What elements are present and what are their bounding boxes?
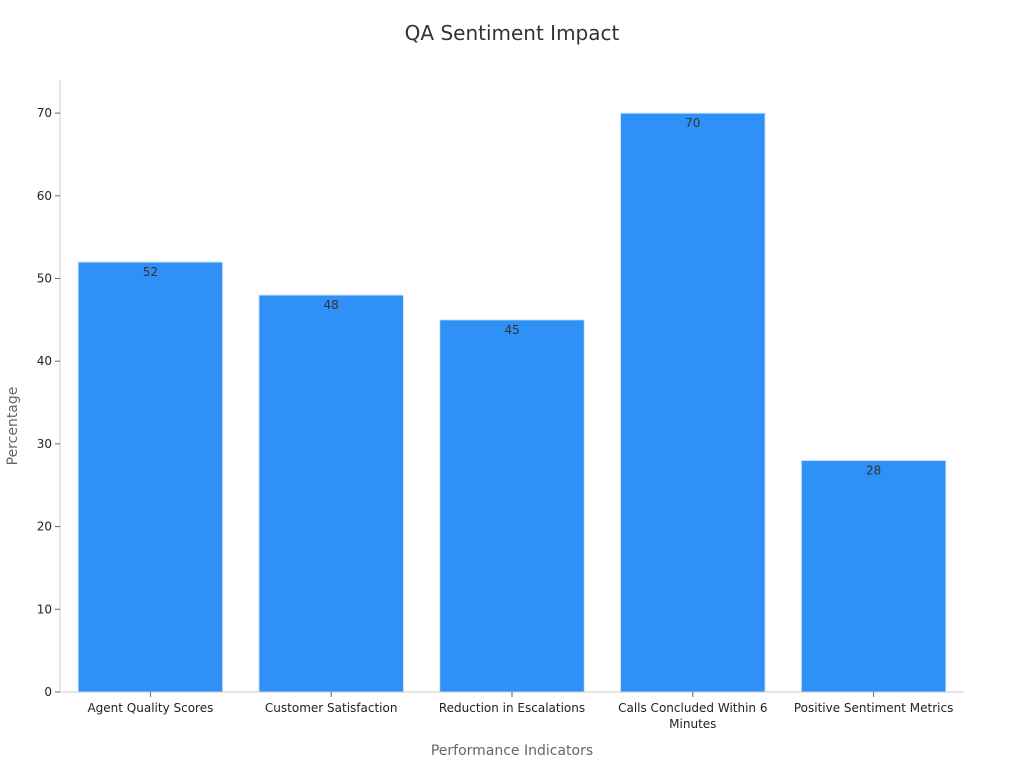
y-tick-label: 40 [37,354,52,368]
x-tick-label-line: Reduction in Escalations [439,701,585,715]
x-tick-label: Customer Satisfaction [265,701,398,715]
bar-value-label: 45 [504,323,519,337]
x-tick-label-line: Calls Concluded Within 6 [618,701,767,715]
y-tick-label: 30 [37,437,52,451]
y-tick-label: 0 [44,685,52,699]
y-ticks-group: 0 10 20 30 40 50 60 70 [37,106,60,699]
bar [258,294,405,693]
bar [800,459,947,693]
x-tick-label: Reduction in Escalations [439,701,585,715]
x-tick-label-line: Agent Quality Scores [87,701,213,715]
y-tick-label: 50 [37,271,52,285]
x-tick-label-line: Minutes [669,717,716,731]
bar-value-label: 52 [143,265,158,279]
bar-value-label: 48 [324,298,339,312]
x-tick-label-line: Customer Satisfaction [265,701,398,715]
data-labels-group: 52 48 45 70 28 [143,116,881,477]
y-tick-label: 70 [37,106,52,120]
bars-group [77,112,947,693]
chart-title: QA Sentiment Impact [405,21,620,45]
y-tick-label: 20 [37,520,52,534]
bar [77,261,224,693]
y-axis-label: Percentage [5,387,21,466]
bar-value-label: 70 [685,116,700,130]
y-tick-label: 10 [37,602,52,616]
y-tick-label: 60 [37,189,52,203]
x-ticks-group: Agent Quality Scores Customer Satisfactio… [87,692,953,731]
bar-value-label: 28 [866,463,881,477]
x-axis-label: Performance Indicators [431,743,593,759]
x-tick-label: Agent Quality Scores [87,701,213,715]
bar [439,319,585,693]
x-tick-label: Calls Concluded Within 6 Minutes [618,701,767,731]
bar [619,112,766,693]
x-tick-label-line: Positive Sentiment Metrics [794,701,953,715]
x-tick-label: Positive Sentiment Metrics [794,701,953,715]
